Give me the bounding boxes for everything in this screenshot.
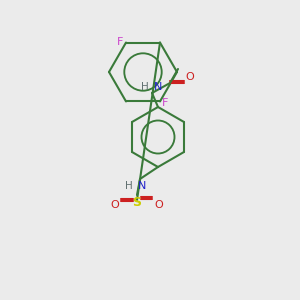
Text: H: H — [125, 181, 133, 191]
Text: O: O — [110, 200, 119, 210]
Text: H: H — [141, 82, 149, 92]
Text: N: N — [154, 82, 162, 92]
Text: S: S — [133, 196, 142, 209]
Text: O: O — [154, 200, 163, 210]
Text: O: O — [185, 72, 194, 82]
Text: N: N — [138, 181, 146, 191]
Text: F: F — [117, 37, 123, 46]
Text: F: F — [162, 98, 168, 108]
